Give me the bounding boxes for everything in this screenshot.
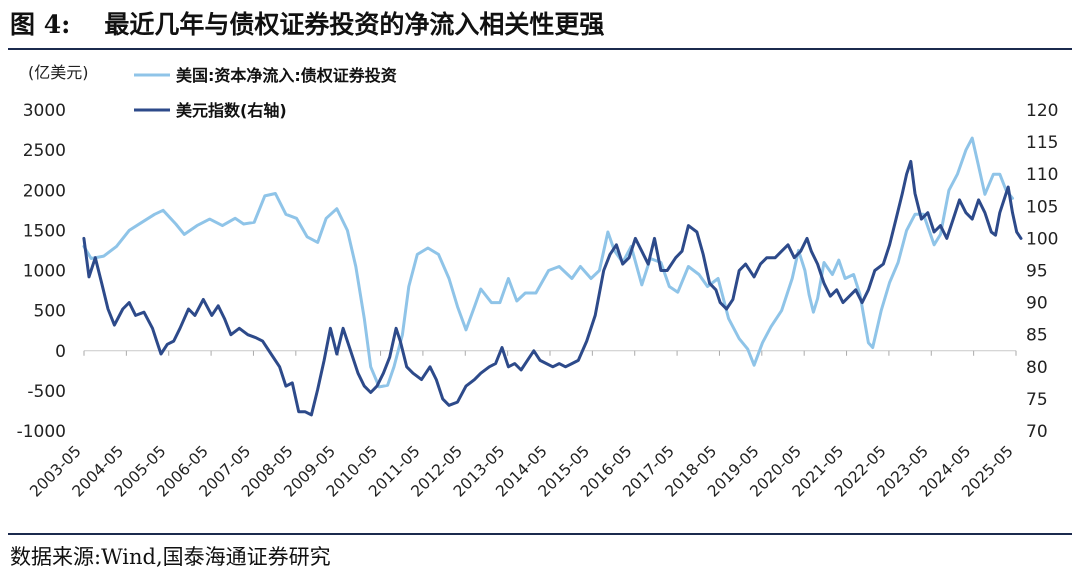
x-axis-ticks	[83, 350, 1017, 356]
figure-title-text: 最近几年与债权证券投资的净流入相关性更强	[104, 10, 605, 39]
y-right-tick-label: 85	[1026, 326, 1048, 346]
y-left-tick-label: 0	[55, 342, 66, 362]
y-right-tick-label: 115	[1026, 133, 1058, 153]
y-left-tick-label: 2000	[23, 181, 66, 201]
y-axis-right: 120 115 110 105 100 95 90 85 80 75 70	[1026, 101, 1058, 442]
y-right-tick-label: 100	[1026, 229, 1058, 249]
legend-label-light: 美国:资本净流入:债权证券投资	[176, 66, 397, 85]
series-line-debt-securities-net-inflow	[82, 136, 1014, 389]
left-axis-unit: (亿美元)	[28, 63, 89, 82]
source-note: 数据来源:Wind,国泰海通证券研究	[10, 545, 331, 569]
y-right-tick-label: 105	[1026, 197, 1058, 217]
series-line-dollar-index	[82, 159, 1023, 417]
y-left-tick-label: 1500	[23, 221, 66, 241]
legend-label-dark: 美元指数(右轴)	[176, 101, 287, 120]
y-left-tick-label: -500	[27, 382, 66, 402]
figure-number: 图 4:	[10, 10, 71, 39]
y-left-tick-label: 2500	[23, 141, 66, 161]
y-right-tick-label: 120	[1026, 101, 1058, 121]
legend: 美国:资本净流入:债权证券投资 美元指数(右轴)	[134, 66, 397, 120]
bottom-rule	[8, 533, 1072, 535]
y-right-tick-label: 95	[1026, 262, 1048, 282]
y-left-tick-label: -1000	[17, 422, 66, 442]
y-right-tick-label: 110	[1026, 165, 1058, 185]
y-left-tick-label: 1000	[23, 262, 66, 282]
y-left-tick-label: 500	[34, 302, 66, 322]
top-rule	[8, 48, 1072, 50]
y-right-tick-label: 70	[1026, 422, 1048, 442]
y-right-tick-label: 90	[1026, 294, 1048, 314]
x-axis-labels: 2003-052004-052005-052006-052007-052008-…	[26, 442, 1017, 501]
y-axis-left: 3000 2500 2000 1500 1000 500 0 -500 -1000	[17, 101, 66, 442]
figure-title: 图 4: 最近几年与债权证券投资的净流入相关性更强	[10, 6, 604, 40]
y-left-tick-label: 3000	[23, 101, 66, 121]
y-right-tick-label: 80	[1026, 358, 1048, 378]
y-right-tick-label: 75	[1026, 390, 1048, 410]
